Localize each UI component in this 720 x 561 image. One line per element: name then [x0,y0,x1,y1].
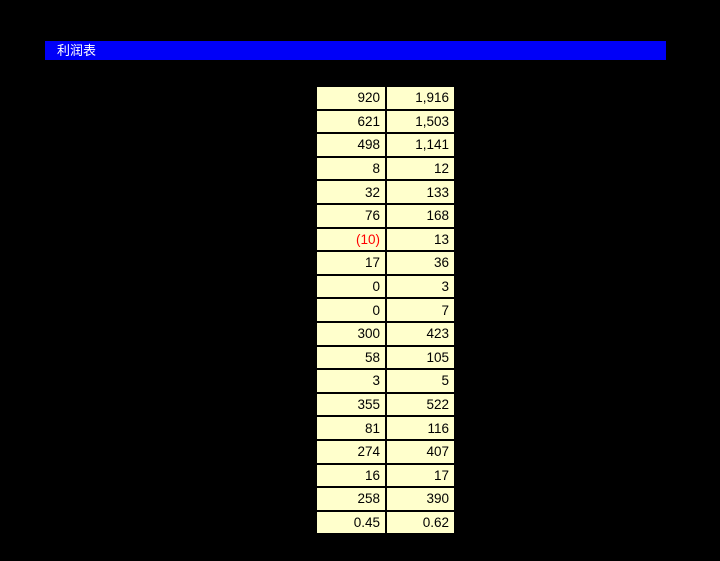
table-cell[interactable]: 17 [385,462,456,489]
table-cell[interactable]: 920 [315,85,387,111]
profit-table-body: 920 1,916 621 1,503 498 1,141 8 12 32 133 76 168 (10… [315,85,456,536]
table-cell[interactable]: 407 [385,438,456,465]
table-row: 258 390 [315,486,456,512]
table-cell[interactable]: 116 [385,415,456,441]
table-row: 76 168 [315,202,456,229]
table-cell[interactable]: 13 [385,226,456,253]
table-cell[interactable]: 8 [315,155,387,182]
table-cell[interactable]: 258 [315,486,387,512]
table-cell[interactable]: 81 [315,415,387,441]
table-cell[interactable]: 355 [315,391,387,418]
table-cell[interactable]: 168 [385,202,456,229]
table-cell[interactable]: 5 [385,368,456,394]
title-bar-label: 利润表 [57,43,97,58]
table-cell[interactable]: 36 [385,250,456,276]
table-cell[interactable]: 390 [385,486,456,512]
table-row: 81 116 [315,415,456,441]
table-cell[interactable]: 105 [385,344,456,371]
table-cell[interactable]: 300 [315,320,387,347]
table-row: 16 17 [315,462,456,489]
table-cell[interactable]: 0 [315,297,387,323]
table-cell[interactable]: 7 [385,297,456,323]
table-row: 8 12 [315,155,456,182]
table-row: 17 36 [315,250,456,276]
table-cell[interactable]: 1,141 [385,132,456,158]
table-cell[interactable]: 498 [315,132,387,158]
table-cell[interactable]: 274 [315,438,387,465]
table-cell[interactable]: 32 [315,179,387,205]
table-cell[interactable]: 0.62 [385,509,456,536]
table-cell[interactable]: 1,916 [385,85,456,111]
table-cell[interactable]: 12 [385,155,456,182]
table-row: 920 1,916 [315,85,456,111]
table-row: 0.45 0.62 [315,509,456,536]
table-row: 58 105 [315,344,456,371]
table-cell[interactable]: 3 [315,368,387,394]
title-bar: 利润表 [45,41,666,60]
table-cell[interactable]: 3 [385,273,456,300]
table-cell[interactable]: 522 [385,391,456,418]
table-cell[interactable]: 0.45 [315,509,387,536]
table-row: 274 407 [315,438,456,465]
table-cell[interactable]: 58 [315,344,387,371]
table-row: 621 1,503 [315,108,456,135]
profit-table: 920 1,916 621 1,503 498 1,141 8 12 32 133 76 168 (10… [315,85,456,536]
table-row: 300 423 [315,320,456,347]
table-row: 32 133 [315,179,456,205]
table-row: (10) 13 [315,226,456,253]
table-cell[interactable]: 621 [315,108,387,135]
table-row: 355 522 [315,391,456,418]
table-cell[interactable]: 16 [315,462,387,489]
table-cell[interactable]: 1,503 [385,108,456,135]
table-cell[interactable]: 76 [315,202,387,229]
table-cell[interactable]: 133 [385,179,456,205]
table-row: 498 1,141 [315,132,456,158]
table-cell[interactable]: 0 [315,273,387,300]
table-cell[interactable]: 17 [315,250,387,276]
table-cell[interactable]: (10) [315,226,387,253]
table-cell[interactable]: 423 [385,320,456,347]
